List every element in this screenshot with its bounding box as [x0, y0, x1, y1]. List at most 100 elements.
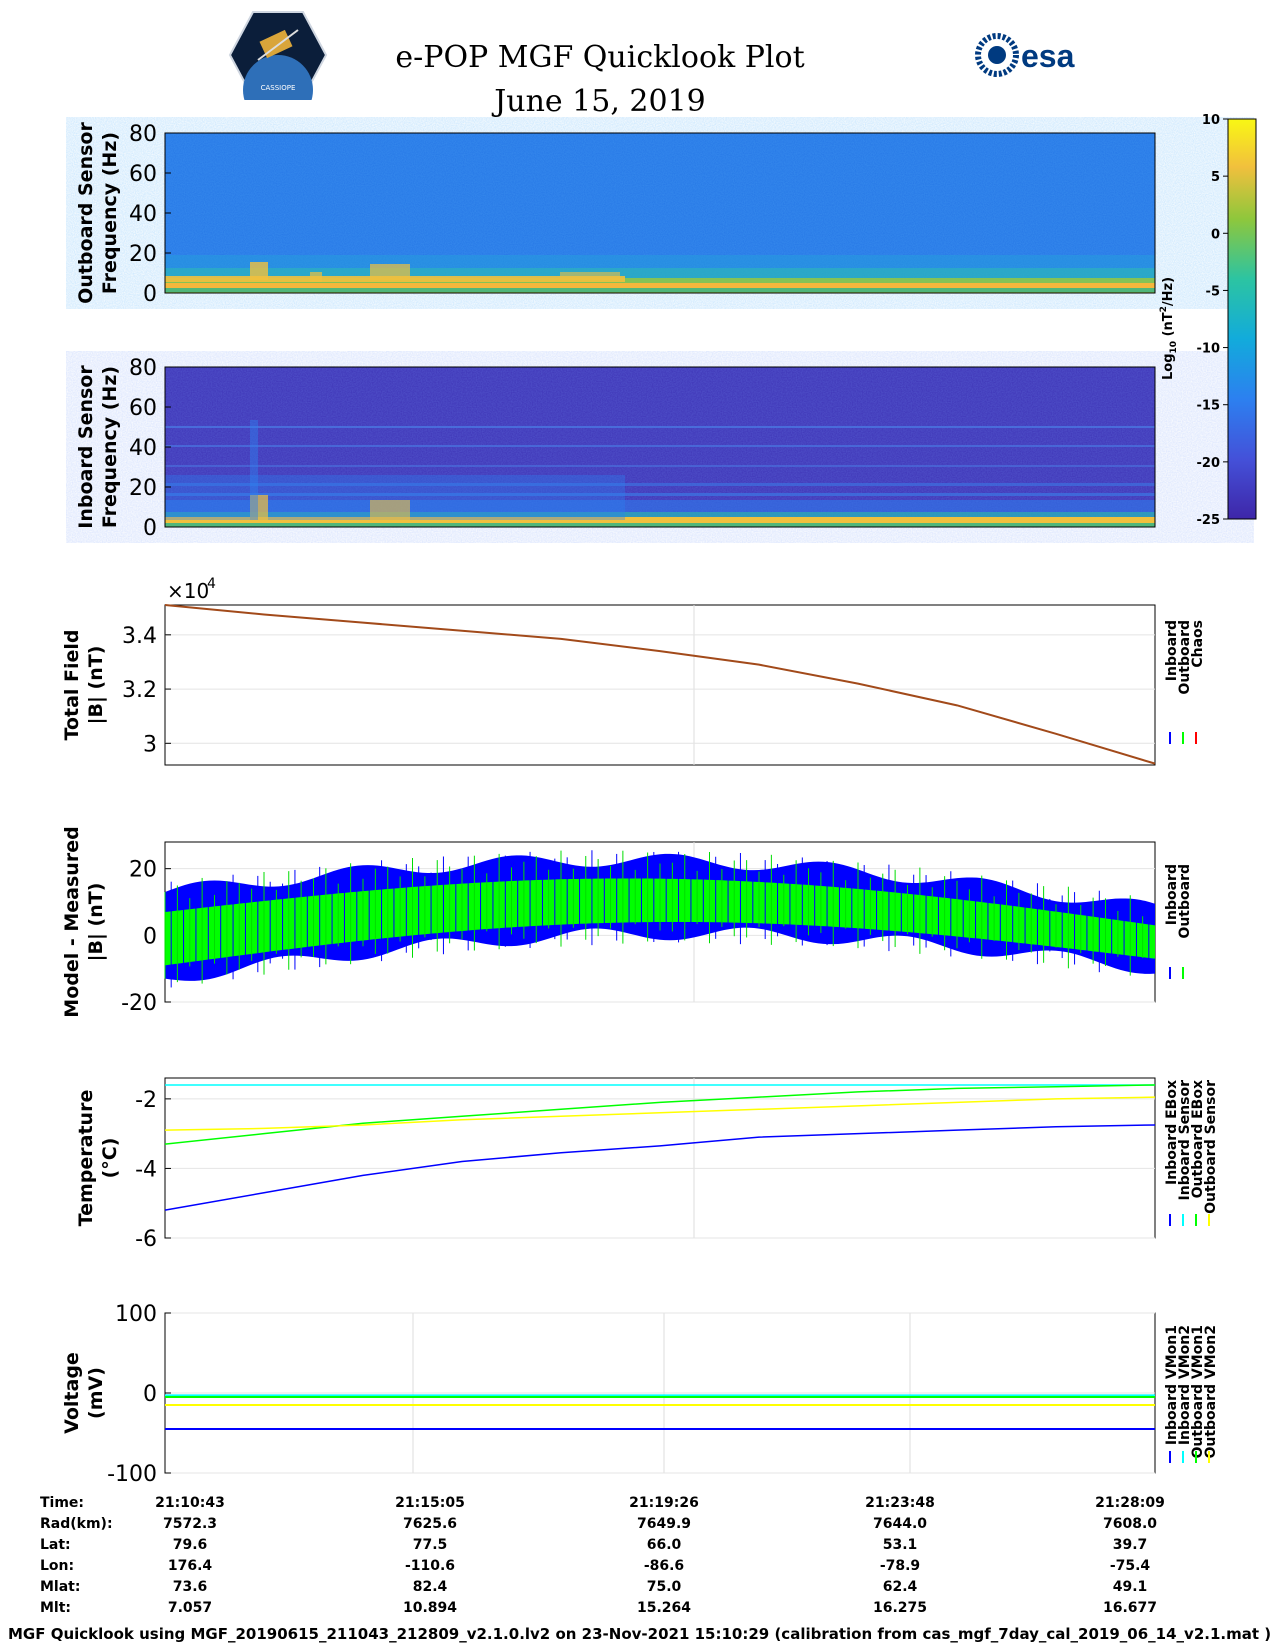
- temperature-ytick-label: -4: [135, 1157, 157, 1182]
- temperature-legend-label: Outboard Sensor: [1203, 1080, 1219, 1214]
- table-cell: 75.0: [646, 1579, 682, 1595]
- table-cell: 21:10:43: [155, 1495, 225, 1511]
- table-cell: 21:28:09: [1095, 1495, 1165, 1511]
- table-cell: 7625.6: [402, 1516, 458, 1532]
- model-measured-legend-label: Inboard: [1164, 864, 1180, 925]
- outboard-spectrogram-ylabel: Outboard Sensor Frequency (Hz): [75, 122, 121, 304]
- model-measured-ytick-label: 20: [129, 858, 157, 883]
- voltage-legend-label: Inboard VMon1: [1164, 1325, 1180, 1445]
- inboard-spectrogram-ytick-label: 20: [129, 476, 157, 501]
- model-measured-ytick-label: 0: [143, 924, 157, 949]
- cassiope-logo: CASSIOPE: [228, 11, 328, 100]
- table-row-label: Mlat:: [40, 1579, 81, 1595]
- table-cell: 7649.9: [636, 1516, 692, 1532]
- table-cell: 15.264: [636, 1600, 692, 1616]
- voltage-ytick-label: 0: [143, 1382, 157, 1407]
- colorbar-tick-label: -10: [1197, 342, 1221, 357]
- voltage-ytick-label: 100: [115, 1302, 157, 1327]
- outboard-spectrogram-ytick-label: 20: [129, 242, 157, 267]
- table-cell: 16.275: [872, 1600, 928, 1616]
- table-cell: -78.9: [879, 1558, 921, 1574]
- colorbar-tick-label: -5: [1206, 284, 1220, 299]
- total-field-panel: 3 3.2 3.4 Total Field |B| (nT) InboardOutboar…: [61, 576, 1206, 766]
- svg-text:CASSIOPE: CASSIOPE: [261, 84, 296, 92]
- inboard-spectrogram-ytick-label: 60: [129, 396, 157, 421]
- temperature-legend-label: Inboard Sensor: [1177, 1080, 1193, 1201]
- total-field-ytick-label: 3: [143, 732, 157, 757]
- voltage-panel: -100 0 100 Voltage (mV) Inboard VMon1Inboard …: [61, 1302, 1219, 1487]
- plot-title: e-POP MGF Quicklook Plot: [395, 40, 805, 75]
- table-cell: 77.5: [412, 1537, 448, 1553]
- table-cell: 21:15:05: [395, 1495, 465, 1511]
- temperature-ytick-label: -6: [135, 1227, 157, 1252]
- esa-logo: esa: [975, 33, 1075, 77]
- total-field-exponent-power: 4: [207, 576, 216, 592]
- voltage-legend-label: Outboard VMon1: [1190, 1325, 1206, 1459]
- table-cell: 7608.0: [1102, 1516, 1158, 1532]
- colorbar-tick-label: 10: [1202, 113, 1220, 128]
- table-row-label: Rad(km):: [40, 1516, 113, 1532]
- model-measured-ytick-label: -20: [121, 991, 157, 1016]
- table-cell: 7.057: [167, 1600, 213, 1616]
- colorbar: 10 5 0 -5 -10 -15 -20 -25 Log10 (nT2/Hz): [1159, 113, 1257, 528]
- table-cell: 82.4: [412, 1579, 448, 1595]
- total-field-frame: [164, 604, 1156, 766]
- colorbar-tick-label: -15: [1197, 399, 1221, 414]
- temperature-ylabel: Temperature (°C): [75, 1090, 121, 1227]
- total-field-exponent: ×10: [167, 579, 209, 603]
- spectrogram-axes: 0 20 40 60 80 Outboard Sensor Frequency (Hz) 0 2…: [75, 122, 1156, 541]
- voltage-ylabel: Voltage (mV): [61, 1352, 107, 1434]
- table-cell: 39.7: [1112, 1537, 1148, 1553]
- total-field-legend-label: Inboard: [1164, 620, 1180, 681]
- temperature-series-outboard-sensor: [164, 1096, 1156, 1131]
- colorbar-tick-label: -25: [1197, 513, 1221, 528]
- model-measured-traces: [164, 850, 1155, 988]
- total-field-legend-label: Chaos: [1190, 620, 1206, 668]
- model-measured-ylabel: Model - Measured |B| (nT): [61, 826, 107, 1017]
- table-row-label: Lon:: [40, 1558, 75, 1574]
- svg-text:esa: esa: [1021, 38, 1075, 74]
- table-cell: 16.677: [1102, 1600, 1158, 1616]
- table-cell: 7572.3: [162, 1516, 218, 1532]
- total-field-series-chaos: [164, 604, 1156, 765]
- table-cell: 66.0: [646, 1537, 682, 1553]
- table-cell: 73.6: [172, 1579, 208, 1595]
- temperature-legend-label: Outboard EBox: [1190, 1080, 1206, 1198]
- total-field-legend-label: Outboard: [1177, 620, 1193, 695]
- total-field-ytick-label: 3.4: [122, 624, 157, 649]
- colorbar-tick-label: 5: [1211, 170, 1220, 185]
- total-field-ytick-label: 3.2: [122, 678, 157, 703]
- temperature-ytick-label: -2: [135, 1088, 157, 1113]
- temperature-series-inboard-ebox: [164, 1124, 1156, 1211]
- table-cell: 7644.0: [872, 1516, 928, 1532]
- table-cell: 21:23:48: [865, 1495, 935, 1511]
- table-row-label: Mlt:: [40, 1600, 72, 1616]
- table-cell: 21:19:26: [629, 1495, 699, 1511]
- table-row-label: Lat:: [40, 1537, 71, 1553]
- outboard-spectrogram-ytick-label: 40: [129, 202, 157, 227]
- inboard-spectrogram: [165, 367, 1155, 527]
- outboard-spectrogram: [165, 133, 1155, 293]
- outboard-spectrogram-ytick-label: 60: [129, 162, 157, 187]
- table-cell: 62.4: [882, 1579, 918, 1595]
- model-measured-legend-label: Outboard: [1177, 864, 1193, 939]
- inboard-spectrogram-ylabel: Inboard Sensor Frequency (Hz): [75, 365, 121, 529]
- voltage-legend-label: Outboard VMon2: [1203, 1325, 1219, 1459]
- inboard-spectrogram-ytick-label: 0: [143, 516, 157, 541]
- outboard-spectrogram-ytick-label: 80: [129, 122, 157, 147]
- table-cell: 176.4: [167, 1558, 213, 1574]
- voltage-ytick-label: -100: [107, 1462, 157, 1487]
- table-cell: 49.1: [1112, 1579, 1148, 1595]
- table-cell: 10.894: [402, 1600, 458, 1616]
- plot-date: June 15, 2019: [494, 84, 706, 119]
- table-cell: 53.1: [882, 1537, 918, 1553]
- total-field-ylabel: Total Field |B| (nT): [61, 629, 107, 740]
- table-cell: -75.4: [1109, 1558, 1151, 1574]
- footer-note: MGF Quicklook using MGF_20190615_211043_…: [8, 1625, 1272, 1643]
- temperature-legend-label: Inboard EBox: [1164, 1080, 1180, 1185]
- table-cell: -86.6: [643, 1558, 685, 1574]
- table-row-label: Time:: [40, 1495, 85, 1511]
- colorbar-label: Log10 (nT2/Hz): [1159, 277, 1179, 380]
- temperature-panel: -6 -4 -2 Temperature (°C) Inboard EBoxInboard…: [75, 1077, 1219, 1252]
